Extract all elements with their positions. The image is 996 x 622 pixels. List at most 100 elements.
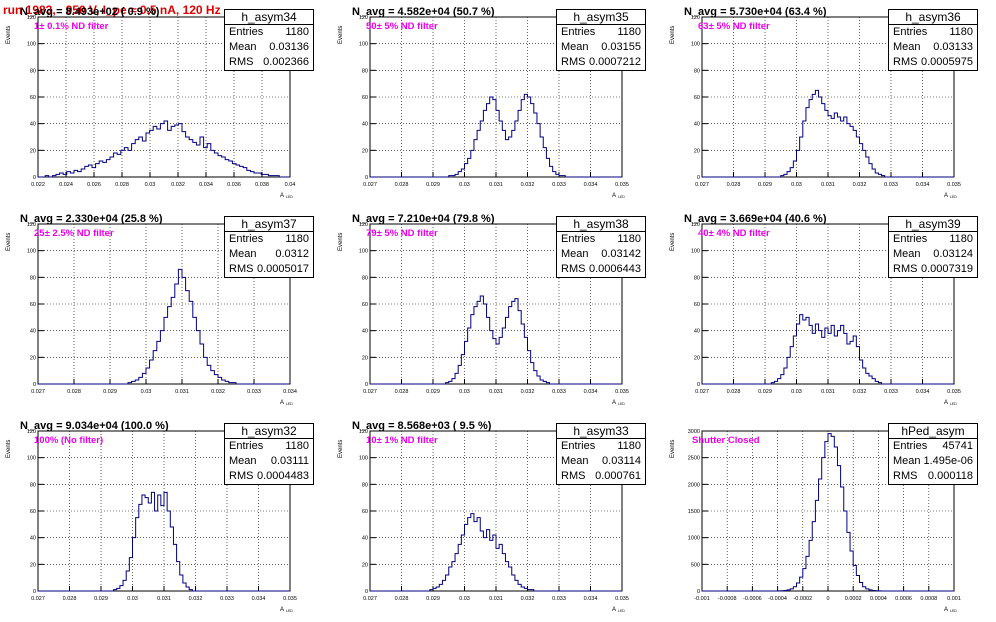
- x-tick-label: 0.033: [884, 389, 898, 395]
- stats-row-entries: Entries 1180: [225, 439, 313, 454]
- x-tick-label: 0.028: [67, 389, 81, 395]
- stats-label: RMS: [893, 56, 918, 68]
- stats-value: 0.002366: [263, 56, 309, 68]
- y-tick-label: 60: [30, 302, 36, 308]
- histogram-plot: 0.027 0.028 0.029 0.03 0.031 0.032 0.033 0.034 0…: [359, 222, 629, 406]
- canvas-title: run 1983, 950 V, I_pe ≈ 0.5 nA, 120 Hz: [3, 3, 221, 17]
- stats-value: 0.03124: [933, 248, 973, 260]
- filter-label: 50± 5% ND filter: [366, 21, 438, 32]
- x-tick-label: 0.034: [199, 182, 213, 188]
- stats-label: RMS: [229, 56, 254, 68]
- y-tick-label: 0: [33, 175, 36, 181]
- stats-value: 1180: [617, 233, 641, 245]
- y-tick-label: 20: [362, 355, 368, 361]
- x-tick-label: 0.027: [363, 389, 377, 395]
- y-tick-label: 80: [30, 68, 36, 74]
- y-tick-label: 20: [694, 148, 700, 154]
- x-axis-label: A: [612, 607, 616, 613]
- histogram-panel-h_asym34: 0.022 0.024 0.026 0.028 0.03 0.032 0.034 0.036 0…: [0, 0, 332, 207]
- x-tick-label: 0.03: [459, 389, 470, 395]
- stats-box: h_asym32 Entries 1180 Mean 0.03111 RMS 0.00044…: [224, 423, 314, 485]
- y-tick-label: 0: [365, 589, 368, 595]
- x-tick-label: 0.033: [220, 596, 234, 602]
- stats-value: 0.03114: [602, 455, 641, 467]
- stats-label: Entries: [561, 26, 596, 38]
- stats-hist-name: hPed_asym: [889, 424, 977, 439]
- y-tick-label: 120: [27, 222, 36, 228]
- y-axis-label: Events: [338, 232, 344, 251]
- x-axis-label: A: [612, 193, 616, 199]
- histogram-panel-h_asym37: 0.027 0.028 0.029 0.03 0.031 0.032 0.033 0.034 0…: [0, 207, 332, 414]
- stats-hist-name: h_asym33: [557, 424, 645, 439]
- stats-row-entries: Entries 1180: [225, 25, 313, 40]
- x-tick-label: 0.035: [947, 182, 961, 188]
- y-tick-label: 20: [362, 148, 368, 154]
- x-axis-label: A: [944, 607, 948, 613]
- stats-value: 0.0312: [275, 248, 309, 260]
- stats-row-entries: Entries 1180: [225, 232, 313, 247]
- x-axis-sublabel: LED: [286, 402, 293, 406]
- n-avg-label: N_avg = 7.210e+04 (79.8 %): [352, 213, 495, 225]
- y-tick-label: 0: [697, 382, 700, 388]
- filter-label: Shutter Closed: [692, 435, 760, 446]
- x-tick-label: 0.029: [758, 182, 772, 188]
- x-tick-label: 0.03: [791, 389, 802, 395]
- stats-label: Entries: [229, 440, 264, 452]
- x-tick-label: 0.029: [426, 389, 440, 395]
- stats-value: 1180: [617, 26, 641, 38]
- y-tick-label: 60: [362, 302, 368, 308]
- y-tick-label: 100: [691, 249, 700, 255]
- x-tick-label: 0.031: [489, 596, 503, 602]
- y-tick-label: 1000: [688, 536, 700, 542]
- x-tick-label: 0.031: [489, 182, 503, 188]
- histogram-series: [370, 93, 622, 178]
- x-tick-label: -0.001: [694, 596, 710, 602]
- x-tick-label: 0.024: [59, 182, 73, 188]
- x-tick-label: 0.001: [947, 596, 961, 602]
- y-tick-label: 40: [30, 536, 36, 542]
- x-axis-sublabel: LED: [950, 195, 957, 199]
- n-avg-label: N_avg = 3.669e+04 (40.6 %): [684, 213, 827, 225]
- x-axis-label: A: [280, 400, 284, 406]
- x-tick-label: 0.034: [584, 596, 598, 602]
- y-tick-label: 20: [362, 562, 368, 568]
- stats-row-mean: Mean 0.03155: [557, 40, 645, 55]
- y-tick-label: 60: [362, 509, 368, 515]
- x-axis-sublabel: LED: [286, 609, 293, 613]
- y-tick-label: 100: [359, 456, 368, 462]
- x-tick-label: 0.031: [175, 389, 189, 395]
- histogram-series: [370, 295, 622, 385]
- stats-value: 1180: [949, 233, 973, 245]
- x-axis-label: A: [280, 607, 284, 613]
- histogram-panel-h_asym39: 0.027 0.028 0.029 0.03 0.031 0.032 0.033 0.034 0…: [664, 207, 996, 414]
- stats-label: Entries: [893, 26, 928, 38]
- x-tick-label: 0.034: [283, 389, 297, 395]
- stats-row-mean: Mean 0.0312: [225, 247, 313, 262]
- y-tick-label: 120: [359, 222, 368, 228]
- stats-row-rms: RMS 0.0007212: [557, 55, 645, 70]
- stats-hist-name: h_asym37: [225, 217, 313, 232]
- x-tick-label: 0.032: [853, 389, 867, 395]
- histogram-panel-h_asym33: 0.027 0.028 0.029 0.03 0.031 0.032 0.033 0.034 0…: [332, 414, 664, 621]
- y-tick-label: 40: [30, 122, 36, 128]
- histogram-plot: 0.027 0.028 0.029 0.03 0.031 0.032 0.033 0.034 0…: [691, 15, 961, 199]
- x-tick-label: 0.035: [283, 596, 297, 602]
- x-tick-label: 0.031: [821, 182, 835, 188]
- x-tick-label: 0.027: [695, 182, 709, 188]
- n-avg-label: N_avg = 8.493e+02 ( 0.9 %): [20, 6, 160, 18]
- stats-row-rms: RMS 0.0005017: [225, 262, 313, 277]
- histogram-plot: 0.027 0.028 0.029 0.03 0.031 0.032 0.033 0.034 0…: [359, 15, 629, 199]
- x-tick-label: 0.0002: [845, 596, 862, 602]
- x-tick-label: 0.0004: [870, 596, 887, 602]
- stats-hist-name: h_asym32: [225, 424, 313, 439]
- x-tick-label: 0.03: [145, 182, 156, 188]
- filter-label: 63± 5% ND filter: [698, 21, 770, 32]
- n-avg-label: N_avg = 5.730e+04 (63.4 %): [684, 6, 827, 18]
- x-tick-label: 0: [826, 596, 829, 602]
- y-axis-label: Events: [6, 25, 12, 44]
- x-tick-label: 0.033: [552, 596, 566, 602]
- stats-value: 1180: [285, 440, 309, 452]
- x-tick-label: 0.022: [31, 182, 45, 188]
- x-tick-label: 0.028: [395, 182, 409, 188]
- x-tick-label: 0.029: [426, 182, 440, 188]
